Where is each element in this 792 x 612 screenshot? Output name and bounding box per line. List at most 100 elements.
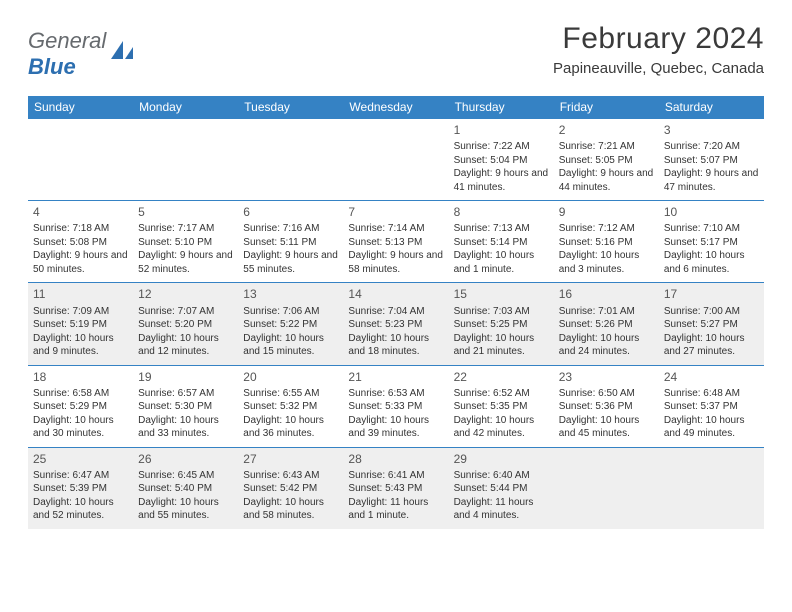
day-cell: 7Sunrise: 7:14 AMSunset: 5:13 PMDaylight… — [343, 201, 448, 282]
day-header: Sunday — [28, 96, 133, 119]
day-number: 14 — [348, 286, 443, 302]
daylight-text: Daylight: 10 hours and 55 minutes. — [138, 496, 233, 523]
sunset-text: Sunset: 5:14 PM — [454, 236, 549, 250]
day-cell: 26Sunrise: 6:45 AMSunset: 5:40 PMDayligh… — [133, 448, 238, 529]
day-number: 18 — [33, 369, 128, 385]
sunset-text: Sunset: 5:42 PM — [243, 482, 338, 496]
daylight-text: Daylight: 10 hours and 18 minutes. — [348, 332, 443, 359]
day-cell: 3Sunrise: 7:20 AMSunset: 5:07 PMDaylight… — [659, 119, 764, 200]
week-row: 11Sunrise: 7:09 AMSunset: 5:19 PMDayligh… — [28, 283, 764, 365]
day-cell: 4 Sunrise: 7:18 AMSunset: 5:08 PMDaylight… — [28, 201, 133, 282]
sunset-text: Sunset: 5:05 PM — [559, 154, 654, 168]
sunset-text: Sunset: 5:32 PM — [243, 400, 338, 414]
sunset-text: Sunset: 5:35 PM — [454, 400, 549, 414]
day-cell — [133, 119, 238, 200]
daylight-text: Daylight: 10 hours and 1 minute. — [454, 249, 549, 276]
day-number: 3 — [664, 122, 759, 138]
daylight-text: Daylight: 9 hours and 52 minutes. — [138, 249, 233, 276]
daylight-text: Daylight: 10 hours and 36 minutes. — [243, 414, 338, 441]
day-number: 6 — [243, 204, 338, 220]
sunrise-text: Sunrise: 7:06 AM — [243, 305, 338, 319]
sunrise-text: Sunrise: 7:09 AM — [33, 305, 128, 319]
sunset-text: Sunset: 5:33 PM — [348, 400, 443, 414]
day-header: Wednesday — [343, 96, 448, 119]
day-number: 8 — [454, 204, 549, 220]
sunrise-text: Sunrise: 7:13 AM — [454, 222, 549, 236]
day-number: 9 — [559, 204, 654, 220]
day-cell: 12Sunrise: 7:07 AMSunset: 5:20 PMDayligh… — [133, 283, 238, 364]
daylight-text: Daylight: 9 hours and 50 minutes. — [33, 249, 128, 276]
weeks-container: 1Sunrise: 7:22 AMSunset: 5:04 PMDaylight… — [28, 119, 764, 529]
sunset-text: Sunset: 5:20 PM — [138, 318, 233, 332]
day-cell: 8 Sunrise: 7:13 AMSunset: 5:14 PMDaylight… — [449, 201, 554, 282]
sunrise-text: Sunrise: 7:22 AM — [454, 140, 549, 154]
sunrise-text: Sunrise: 7:12 AM — [559, 222, 654, 236]
sunset-text: Sunset: 5:37 PM — [664, 400, 759, 414]
sunrise-text: Sunrise: 7:01 AM — [559, 305, 654, 319]
day-cell: 2Sunrise: 7:21 AMSunset: 5:05 PMDaylight… — [554, 119, 659, 200]
week-row: 18Sunrise: 6:58 AMSunset: 5:29 PMDayligh… — [28, 366, 764, 448]
brand-part2: Blue — [28, 54, 76, 79]
week-row: 1Sunrise: 7:22 AMSunset: 5:04 PMDaylight… — [28, 119, 764, 201]
sunset-text: Sunset: 5:23 PM — [348, 318, 443, 332]
sunrise-text: Sunrise: 6:45 AM — [138, 469, 233, 483]
day-number: 4 — [33, 204, 128, 220]
day-cell: 25Sunrise: 6:47 AMSunset: 5:39 PMDayligh… — [28, 448, 133, 529]
sunset-text: Sunset: 5:29 PM — [33, 400, 128, 414]
sunset-text: Sunset: 5:10 PM — [138, 236, 233, 250]
day-cell — [238, 119, 343, 200]
location-subtitle: Papineauville, Quebec, Canada — [553, 60, 764, 77]
daylight-text: Daylight: 9 hours and 58 minutes. — [348, 249, 443, 276]
calendar-grid: Sunday Monday Tuesday Wednesday Thursday… — [28, 96, 764, 529]
sunrise-text: Sunrise: 6:53 AM — [348, 387, 443, 401]
sunrise-text: Sunrise: 7:07 AM — [138, 305, 233, 319]
sunrise-text: Sunrise: 7:18 AM — [33, 222, 128, 236]
day-cell — [659, 448, 764, 529]
day-number: 10 — [664, 204, 759, 220]
sunset-text: Sunset: 5:07 PM — [664, 154, 759, 168]
sunrise-text: Sunrise: 6:48 AM — [664, 387, 759, 401]
sunrise-text: Sunrise: 6:43 AM — [243, 469, 338, 483]
day-cell: 11Sunrise: 7:09 AMSunset: 5:19 PMDayligh… — [28, 283, 133, 364]
day-number: 1 — [454, 122, 549, 138]
sunrise-text: Sunrise: 7:21 AM — [559, 140, 654, 154]
daylight-text: Daylight: 10 hours and 9 minutes. — [33, 332, 128, 359]
day-number: 29 — [454, 451, 549, 467]
daylight-text: Daylight: 10 hours and 58 minutes. — [243, 496, 338, 523]
sunrise-text: Sunrise: 7:03 AM — [454, 305, 549, 319]
sunrise-text: Sunrise: 6:57 AM — [138, 387, 233, 401]
daylight-text: Daylight: 10 hours and 39 minutes. — [348, 414, 443, 441]
week-row: 4Sunrise: 7:18 AMSunset: 5:08 PMDaylight… — [28, 201, 764, 283]
day-cell: 17Sunrise: 7:00 AMSunset: 5:27 PMDayligh… — [659, 283, 764, 364]
daylight-text: Daylight: 10 hours and 45 minutes. — [559, 414, 654, 441]
daylight-text: Daylight: 10 hours and 15 minutes. — [243, 332, 338, 359]
day-cell: 19Sunrise: 6:57 AMSunset: 5:30 PMDayligh… — [133, 366, 238, 447]
day-cell: 6Sunrise: 7:16 AMSunset: 5:11 PMDaylight… — [238, 201, 343, 282]
daylight-text: Daylight: 11 hours and 4 minutes. — [454, 496, 549, 523]
day-number: 20 — [243, 369, 338, 385]
sunrise-text: Sunrise: 7:10 AM — [664, 222, 759, 236]
day-headers-row: Sunday Monday Tuesday Wednesday Thursday… — [28, 96, 764, 119]
sunset-text: Sunset: 5:25 PM — [454, 318, 549, 332]
daylight-text: Daylight: 10 hours and 30 minutes. — [33, 414, 128, 441]
daylight-text: Daylight: 10 hours and 33 minutes. — [138, 414, 233, 441]
day-cell: 18Sunrise: 6:58 AMSunset: 5:29 PMDayligh… — [28, 366, 133, 447]
sunset-text: Sunset: 5:08 PM — [33, 236, 128, 250]
day-cell: 24Sunrise: 6:48 AMSunset: 5:37 PMDayligh… — [659, 366, 764, 447]
day-number: 25 — [33, 451, 128, 467]
month-title: February 2024 — [553, 22, 764, 56]
daylight-text: Daylight: 9 hours and 44 minutes. — [559, 167, 654, 194]
sunset-text: Sunset: 5:26 PM — [559, 318, 654, 332]
day-cell: 16Sunrise: 7:01 AMSunset: 5:26 PMDayligh… — [554, 283, 659, 364]
day-cell: 21Sunrise: 6:53 AMSunset: 5:33 PMDayligh… — [343, 366, 448, 447]
daylight-text: Daylight: 10 hours and 49 minutes. — [664, 414, 759, 441]
day-cell: 22Sunrise: 6:52 AMSunset: 5:35 PMDayligh… — [449, 366, 554, 447]
day-cell: 14Sunrise: 7:04 AMSunset: 5:23 PMDayligh… — [343, 283, 448, 364]
day-number: 15 — [454, 286, 549, 302]
daylight-text: Daylight: 9 hours and 41 minutes. — [454, 167, 549, 194]
day-number: 11 — [33, 286, 128, 302]
sunset-text: Sunset: 5:11 PM — [243, 236, 338, 250]
day-number: 7 — [348, 204, 443, 220]
sunset-text: Sunset: 5:39 PM — [33, 482, 128, 496]
daylight-text: Daylight: 10 hours and 6 minutes. — [664, 249, 759, 276]
